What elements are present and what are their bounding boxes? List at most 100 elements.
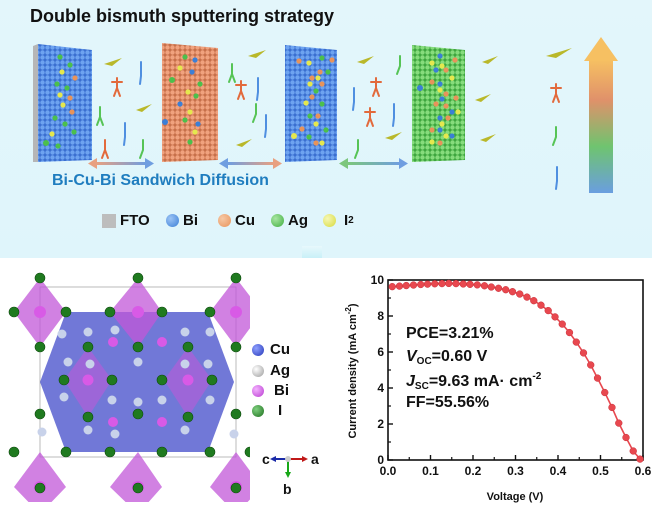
- x-tick-label: 0.0: [380, 464, 397, 478]
- jv-data-point: [494, 284, 503, 292]
- jv-data-point: [544, 306, 552, 315]
- jv-data-point: [587, 361, 595, 369]
- jsc-value: =9.63 mA· cm: [428, 373, 533, 390]
- legend-cu: Cu: [218, 212, 255, 229]
- jv-chart: 0.0 0.1 0.2 0.3 0.4 0.5 0.6 0 2 4 6 8 10 Current den…: [344, 273, 652, 503]
- i-atoms: [8, 272, 250, 494]
- slab-cu-layer: [162, 43, 218, 162]
- y-tick-label: 0: [377, 453, 384, 467]
- slab-bi-layer-1: [33, 44, 92, 162]
- jv-data-point: [551, 313, 559, 321]
- y-tick-label: 10: [371, 273, 385, 287]
- jsc-symbol: J: [406, 373, 415, 390]
- jv-data-point: [579, 349, 588, 357]
- x-tick-label: 0.6: [635, 464, 652, 478]
- jv-data-point: [409, 281, 418, 289]
- y-axis-label: Current density (mA cm-2): [344, 303, 359, 438]
- cu-ball-icon: [218, 214, 231, 227]
- jsc-annotation: JSC=9.63 mA· cm-2: [406, 371, 541, 392]
- jv-data-point: [537, 301, 545, 309]
- jv-data-point: [558, 320, 566, 328]
- voc-value: =0.60 V: [431, 348, 488, 365]
- jv-data-point: [423, 280, 432, 288]
- ff-annotation: FF=55.56%: [406, 394, 490, 411]
- voc-symbol: V: [406, 348, 417, 365]
- legend-bi: Bi: [166, 212, 198, 229]
- jv-data-point: [593, 374, 602, 382]
- jv-data-point: [572, 338, 580, 346]
- diffusion-arrow-2: [219, 158, 282, 169]
- axis-b-label: b: [283, 481, 292, 497]
- scheme-title: Double bismuth sputtering strategy: [30, 6, 335, 26]
- i-atom-icon: [252, 404, 264, 417]
- jsc-superscript: -2: [532, 371, 542, 382]
- x-axis-label: Voltage (V): [487, 491, 544, 503]
- legend-label: I: [278, 402, 283, 419]
- jsc-subscript: SC: [414, 381, 429, 392]
- ag-atom-icon: [252, 364, 264, 377]
- legend-label: Bi: [183, 212, 198, 229]
- bi-octahedra: [14, 278, 250, 502]
- jv-data-point: [622, 433, 630, 442]
- voc-subscript: OC: [416, 356, 432, 367]
- legend-label: FTO: [120, 212, 150, 229]
- diffusion-arrow-3: [339, 158, 408, 169]
- jv-data-point: [388, 283, 396, 291]
- axis-c-label: c: [262, 451, 270, 467]
- fto-swatch-icon: [102, 213, 116, 228]
- jv-data-point: [459, 280, 467, 288]
- jv-data-point: [480, 282, 489, 290]
- slab-bi-layer-2: [285, 45, 337, 162]
- crystal-legend-ag: Ag: [252, 362, 290, 379]
- jv-data-point: [487, 283, 495, 291]
- jv-data-point: [445, 279, 453, 288]
- legend-label: Ag: [270, 362, 290, 379]
- down-arrow-icon: [302, 246, 322, 258]
- diffusion-arrow-1: [88, 158, 154, 169]
- jv-data-point: [615, 419, 623, 427]
- scheme-illustration: [33, 37, 618, 258]
- crystal-structure: [8, 272, 250, 502]
- y-tick-label: 8: [377, 309, 384, 323]
- ag-atoms: [37, 325, 239, 439]
- pce-annotation: PCE=3.21%: [406, 325, 494, 342]
- i2-ball-icon: [323, 214, 336, 227]
- x-tick-label: 0.3: [507, 464, 524, 478]
- y-tick-label: 6: [377, 345, 384, 359]
- jv-data-point: [565, 328, 574, 337]
- jv-data-point: [502, 286, 510, 294]
- x-tick-label: 0.2: [465, 464, 482, 478]
- jv-data-point: [438, 279, 446, 288]
- jv-data-point: [530, 297, 538, 305]
- jv-data-point: [402, 281, 410, 290]
- jv-data-point: [601, 388, 609, 397]
- jv-data-point: [431, 280, 439, 288]
- jv-data-point: [473, 281, 481, 289]
- walking-figures: [96, 55, 562, 190]
- plot-frame: [387, 279, 644, 461]
- y-tick-label: 2: [377, 417, 384, 431]
- cu-atom-icon: [252, 343, 264, 356]
- legend-subscript: 2: [348, 215, 354, 226]
- x-tick-label: 0.4: [550, 464, 567, 478]
- legend-fto: FTO: [102, 212, 150, 229]
- jv-data-point: [523, 293, 531, 301]
- jv-data-point: [636, 455, 644, 463]
- x-tick-label: 0.1: [422, 464, 439, 478]
- y-tick-label: 4: [377, 381, 384, 395]
- legend-label: Cu: [235, 212, 255, 229]
- legend-ag: Ag: [271, 212, 308, 229]
- jv-data-point: [516, 290, 524, 298]
- crystal-legend-i: I: [252, 402, 282, 419]
- bi-atom-icon: [252, 384, 264, 397]
- slab-ag-layer: [412, 45, 465, 162]
- sputter-particles: [104, 48, 572, 147]
- crystal-axes-indicator: c a b: [262, 451, 319, 497]
- jv-data-point: [629, 447, 637, 455]
- jv-data-point: [417, 280, 425, 289]
- bi-ball-icon: [166, 214, 179, 227]
- energy-gradient-arrow: [584, 37, 618, 193]
- crystal-legend-bi: Bi: [252, 382, 289, 399]
- legend-label: I: [344, 212, 349, 229]
